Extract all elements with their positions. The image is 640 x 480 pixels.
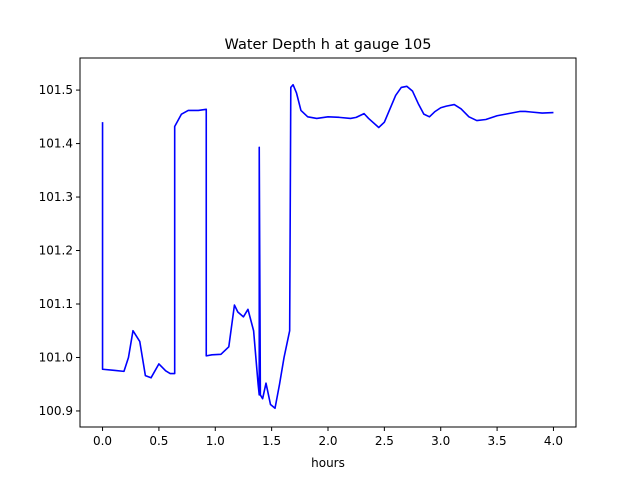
y-axis: 100.9 101.0 101.1 101.2 101.3 101.4 101.5 (39, 83, 80, 418)
x-tick-label: 3.0 (431, 434, 450, 448)
x-tick-label: 0.5 (149, 434, 168, 448)
x-tick-label: 1.5 (262, 434, 281, 448)
x-tick-label: 2.5 (375, 434, 394, 448)
x-tick-label: 3.5 (488, 434, 507, 448)
y-tick-label: 101.0 (39, 350, 73, 364)
x-axis: 0.0 0.5 1.0 1.5 2.0 2.5 3.0 3.5 4.0 (93, 427, 563, 448)
series-line-0 (101, 83, 554, 410)
x-tick-label: 2.0 (318, 434, 337, 448)
y-tick-label: 101.4 (39, 137, 73, 151)
x-axis-label: hours (311, 456, 345, 470)
y-tick-label: 101.1 (39, 297, 73, 311)
chart-title: Water Depth h at gauge 105 (225, 37, 432, 53)
x-tick-label: 0.0 (93, 434, 112, 448)
x-tick-label: 4.0 (544, 434, 563, 448)
y-tick-label: 101.3 (39, 190, 73, 204)
y-tick-label: 101.5 (39, 83, 73, 97)
y-tick-label: 101.2 (39, 244, 73, 258)
y-tick-label: 100.9 (39, 404, 73, 418)
x-tick-label: 1.0 (206, 434, 225, 448)
